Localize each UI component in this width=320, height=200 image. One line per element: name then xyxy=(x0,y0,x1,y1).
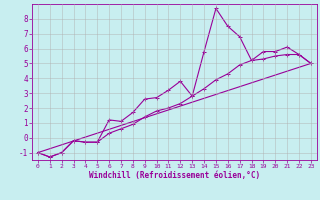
X-axis label: Windchill (Refroidissement éolien,°C): Windchill (Refroidissement éolien,°C) xyxy=(89,171,260,180)
